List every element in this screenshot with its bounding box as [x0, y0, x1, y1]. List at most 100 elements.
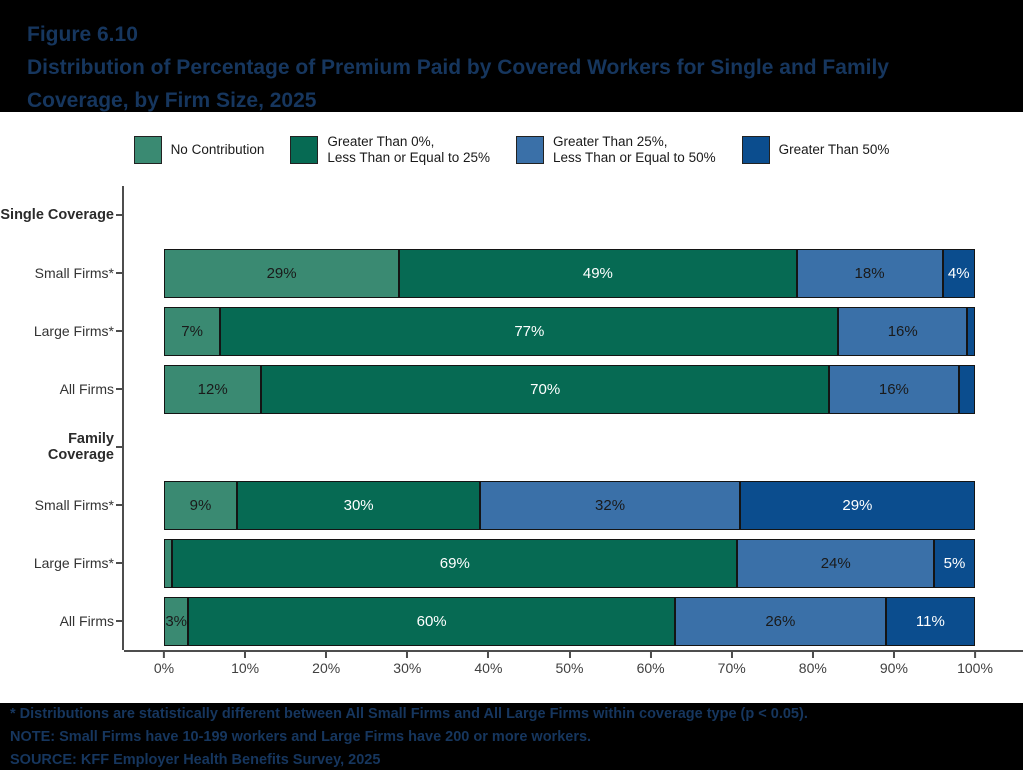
footnote-line: SOURCE: KFF Employer Health Benefits Sur… — [10, 752, 381, 768]
stacked-bar-chart: Single Coverage Small Firms* 29% 49% 18% 4% La… — [0, 186, 1023, 650]
x-tick: 100% — [957, 652, 993, 676]
plot-cell — [122, 186, 1023, 244]
x-tick-mark — [487, 652, 490, 658]
bar-segment: 18% — [796, 248, 943, 298]
x-tick-label: 10% — [231, 660, 260, 676]
bar-segment: 30% — [236, 480, 481, 530]
legend-label: Greater Than 0%, Less Than or Equal to 2… — [327, 133, 490, 165]
bar-segment: 60% — [188, 596, 675, 646]
row-label: Large Firms* — [33, 555, 114, 571]
x-tick-mark — [811, 652, 814, 658]
plot-cell: 9% 30% 32% 29% — [122, 476, 1023, 534]
legend-label: No Contribution — [170, 141, 265, 157]
bar-segment: 7% — [164, 306, 221, 356]
x-tick-label: 0% — [153, 660, 175, 676]
x-tick: 20% — [312, 652, 340, 676]
legend-item: Greater Than 0%, Less Than or Equal to 2… — [290, 134, 490, 166]
bar-row: Large Firms* 69% 24% 5% — [0, 534, 1023, 592]
row-label: Large Firms* — [33, 323, 114, 339]
plot-cell: 7% 77% 16% — [122, 302, 1023, 360]
y-tick — [116, 446, 122, 448]
bar-segment: 32% — [480, 480, 740, 530]
plot-cell: 69% 24% 5% — [122, 534, 1023, 592]
plot-cell: 29% 49% 18% 4% — [122, 244, 1023, 302]
bar-segment — [966, 306, 975, 356]
legend: No Contribution Greater Than 0%, Less Tha… — [0, 112, 1023, 174]
x-tick: 30% — [393, 652, 421, 676]
figure-title-line2: Coverage, by Firm Size, 2025 — [27, 89, 317, 112]
bar-row: Small Firms* 9% 30% 32% 29% — [0, 476, 1023, 534]
x-tick: 50% — [555, 652, 584, 676]
y-tick — [116, 272, 122, 274]
bar-segment: 12% — [164, 364, 262, 414]
x-tick: 80% — [799, 652, 827, 676]
stacked-bar: 12% 70% 16% — [164, 364, 975, 414]
bar-row: All Firms 12% 70% 16% — [0, 360, 1023, 418]
x-tick: 70% — [718, 652, 746, 676]
x-tick-label: 70% — [717, 660, 746, 676]
chart-panel: No Contribution Greater Than 0%, Less Tha… — [0, 112, 1023, 703]
x-tick-mark — [568, 652, 571, 658]
x-tick: 40% — [474, 652, 502, 676]
x-axis-ticks: 0% 10% 20% 30% 40% 50% 60% 70% 80% 90% 100% — [154, 652, 993, 680]
group-header-row: Single Coverage — [0, 186, 1023, 244]
x-tick-mark — [406, 652, 409, 658]
legend-label: Greater Than 25%, Less Than or Equal to … — [552, 133, 716, 165]
x-tick-mark — [974, 652, 976, 658]
bar-segment: 29% — [739, 480, 975, 530]
bar-segment: 26% — [674, 596, 886, 646]
bar-segment: 16% — [838, 306, 967, 356]
footnote-line: NOTE: Small Firms have 10-199 workers an… — [10, 729, 592, 745]
bar-segment: 77% — [220, 306, 839, 356]
bar-segment: 3% — [164, 596, 189, 646]
plot-cell — [122, 418, 1023, 476]
bar-segment: 16% — [829, 364, 959, 414]
legend-swatch — [290, 135, 319, 164]
bar-segment: 49% — [399, 248, 797, 298]
plot-cell: 3% 60% 26% 11% — [122, 592, 1023, 650]
legend-item: Greater Than 25%, Less Than or Equal to … — [515, 133, 716, 166]
group-label: Single Coverage — [0, 207, 114, 223]
bar-segment: 69% — [172, 538, 738, 588]
row-label: All Firms — [59, 613, 114, 629]
stacked-bar: 9% 30% 32% 29% — [164, 480, 975, 530]
bar-segment: 11% — [885, 596, 975, 646]
y-tick — [116, 562, 122, 564]
legend-label: Greater Than 50% — [778, 141, 890, 157]
x-tick: 0% — [154, 652, 174, 676]
group-label: Family Coverage — [47, 431, 114, 463]
figure-number: Figure 6.10 — [27, 23, 138, 46]
plot-cell: 12% 70% 16% — [122, 360, 1023, 418]
x-tick-mark — [730, 652, 733, 658]
legend-swatch — [515, 135, 544, 164]
y-tick — [116, 330, 122, 332]
figure-title-line1: Distribution of Percentage of Premium Pa… — [27, 56, 889, 79]
stacked-bar: 29% 49% 18% 4% — [164, 248, 975, 298]
legend-swatch — [741, 135, 770, 164]
x-tick: 90% — [880, 652, 908, 676]
x-tick-label: 40% — [474, 660, 503, 676]
x-tick-label: 50% — [555, 660, 584, 676]
stacked-bar: 3% 60% 26% 11% — [164, 596, 975, 646]
legend-item: Greater Than 50% — [741, 135, 890, 164]
x-tick-mark — [244, 652, 247, 658]
x-tick-label: 100% — [957, 660, 993, 676]
x-tick-label: 20% — [312, 660, 341, 676]
x-tick-label: 30% — [393, 660, 422, 676]
bar-segment — [958, 364, 975, 414]
title-block: Figure 6.10 Distribution of Percentage o… — [27, 18, 1013, 117]
x-tick-mark — [892, 652, 895, 658]
bar-row: All Firms 3% 60% 26% 11% — [0, 592, 1023, 650]
y-tick — [116, 388, 122, 390]
stacked-bar: 69% 24% 5% — [164, 538, 975, 588]
legend-item: No Contribution — [133, 135, 265, 164]
bar-segment: 9% — [164, 480, 237, 530]
x-tick-mark — [325, 652, 328, 658]
x-tick-mark — [649, 652, 652, 658]
bar-segment: 24% — [737, 538, 935, 588]
bar-segment: 70% — [261, 364, 829, 414]
bar-segment: 5% — [934, 538, 975, 588]
bar-row: Small Firms* 29% 49% 18% 4% — [0, 244, 1023, 302]
x-tick: 60% — [637, 652, 665, 676]
